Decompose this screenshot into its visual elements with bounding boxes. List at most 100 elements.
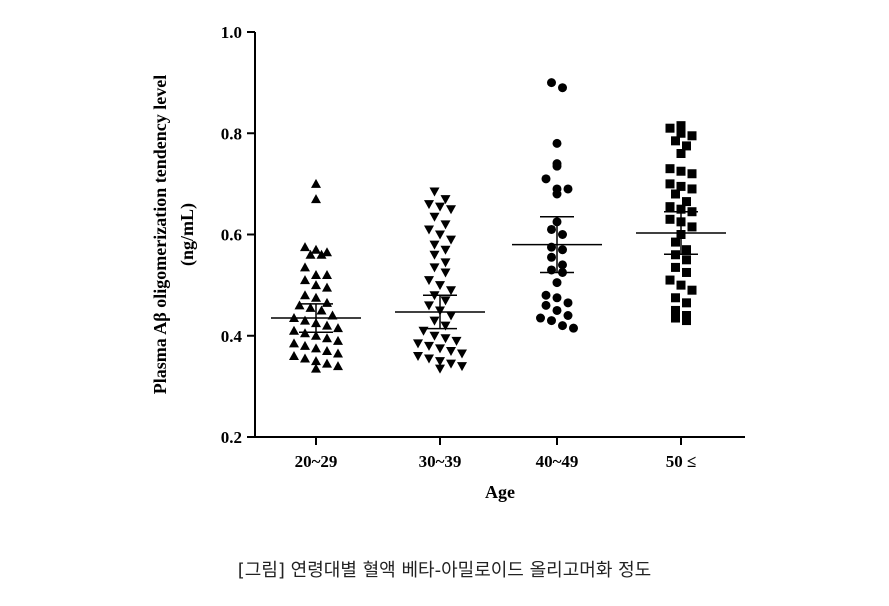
point-square bbox=[682, 311, 691, 320]
point-square bbox=[687, 169, 697, 179]
point-square bbox=[687, 222, 697, 232]
point-triangle-up bbox=[333, 361, 343, 371]
point-triangle-down bbox=[424, 341, 434, 351]
point-triangle-down bbox=[435, 202, 445, 212]
point-triangle-up bbox=[322, 247, 332, 257]
point-circle bbox=[563, 298, 573, 308]
point-circle bbox=[552, 184, 562, 194]
point-triangle-down bbox=[435, 344, 445, 354]
figure-caption: [그림] 연령대별 혈액 베타-아밀로이드 올리고머화 정도 bbox=[237, 560, 652, 581]
point-triangle-down bbox=[429, 331, 440, 341]
point-circle bbox=[552, 293, 562, 303]
point-triangle-up bbox=[300, 290, 310, 300]
point-triangle-up bbox=[300, 340, 310, 350]
point-triangle-up bbox=[322, 358, 332, 368]
point-square bbox=[682, 255, 691, 265]
point-square bbox=[665, 179, 675, 189]
point-triangle-down bbox=[446, 286, 456, 296]
point-circle bbox=[563, 311, 573, 320]
point-circle bbox=[536, 313, 545, 323]
point-square bbox=[676, 128, 686, 138]
point-triangle-up bbox=[300, 275, 310, 285]
point-square bbox=[671, 237, 680, 247]
point-triangle-up bbox=[311, 363, 321, 373]
point-triangle-down bbox=[424, 276, 434, 286]
y-tick-label: 1.0 bbox=[221, 23, 242, 42]
point-triangle-up bbox=[322, 297, 332, 307]
point-square bbox=[676, 149, 686, 158]
point-square bbox=[682, 298, 691, 308]
point-triangle-up bbox=[311, 343, 321, 353]
point-square bbox=[682, 141, 691, 151]
point-triangle-up bbox=[311, 280, 321, 290]
point-triangle-down bbox=[429, 187, 440, 197]
point-circle bbox=[558, 260, 567, 270]
point-square bbox=[665, 123, 675, 133]
point-triangle-up bbox=[311, 356, 321, 366]
point-circle bbox=[547, 252, 556, 262]
point-square bbox=[676, 280, 686, 290]
point-circle bbox=[552, 159, 562, 169]
point-square bbox=[665, 214, 675, 224]
point-triangle-up bbox=[311, 292, 321, 302]
point-circle bbox=[547, 78, 556, 88]
y-tick-label: 0.8 bbox=[221, 124, 242, 143]
scatter-chart: 0.2 0.4 0.6 0.8 1.0 20~29 30~39 40~49 50 ≤ Plas… bbox=[150, 23, 745, 502]
point-triangle-up bbox=[327, 310, 338, 320]
point-square bbox=[665, 164, 675, 174]
point-triangle-up bbox=[294, 300, 305, 310]
point-circle bbox=[552, 138, 562, 148]
point-triangle-up bbox=[300, 353, 310, 363]
point-square bbox=[671, 262, 680, 272]
point-triangle-down bbox=[429, 263, 440, 273]
point-triangle-up bbox=[300, 315, 310, 325]
point-triangle-down bbox=[429, 250, 440, 260]
point-triangle-down bbox=[424, 225, 434, 235]
point-triangle-down bbox=[446, 235, 456, 245]
point-triangle-down bbox=[435, 230, 445, 240]
point-triangle-down bbox=[457, 362, 467, 372]
point-triangle-down bbox=[424, 301, 434, 311]
mean-sem-bars bbox=[271, 210, 726, 333]
point-square bbox=[676, 121, 686, 131]
point-triangle-down bbox=[429, 316, 440, 326]
point-circle bbox=[558, 321, 567, 331]
point-triangle-up bbox=[311, 330, 321, 340]
point-square bbox=[671, 313, 680, 323]
point-triangle-down bbox=[457, 349, 467, 359]
point-triangle-up bbox=[322, 320, 332, 330]
point-triangle-up bbox=[316, 249, 327, 259]
point-triangle-down bbox=[429, 212, 440, 222]
point-triangle-up bbox=[305, 302, 316, 312]
x-axis-title: Age bbox=[485, 482, 515, 502]
point-triangle-down bbox=[429, 240, 440, 250]
point-circle bbox=[541, 300, 551, 310]
point-triangle-up bbox=[322, 333, 332, 343]
point-square bbox=[676, 204, 686, 214]
y-axis-title: Plasma Aβ oligomerization tendency level bbox=[150, 75, 170, 394]
point-triangle-up bbox=[305, 249, 316, 259]
point-triangle-down bbox=[435, 357, 445, 367]
point-square bbox=[676, 181, 686, 191]
point-circle bbox=[547, 316, 556, 326]
point-triangle-up bbox=[311, 194, 321, 204]
y-tick-label: 0.2 bbox=[221, 428, 242, 447]
point-square bbox=[687, 131, 697, 141]
point-triangle-up bbox=[311, 270, 321, 279]
y-tick-label: 0.6 bbox=[221, 226, 242, 245]
point-triangle-up bbox=[311, 244, 321, 254]
point-triangle-down bbox=[413, 339, 423, 349]
point-triangle-down bbox=[446, 311, 456, 321]
point-triangle-down bbox=[435, 364, 445, 374]
point-square bbox=[671, 293, 680, 303]
point-triangle-up bbox=[300, 262, 310, 272]
point-triangle-up bbox=[333, 323, 343, 333]
point-triangle-up bbox=[322, 345, 332, 355]
point-square bbox=[687, 285, 697, 295]
data-points bbox=[289, 78, 697, 374]
point-triangle-down bbox=[440, 195, 451, 205]
point-triangle-up bbox=[289, 325, 299, 335]
point-triangle-down bbox=[446, 205, 456, 215]
x-tick-label: 40~49 bbox=[536, 452, 579, 471]
